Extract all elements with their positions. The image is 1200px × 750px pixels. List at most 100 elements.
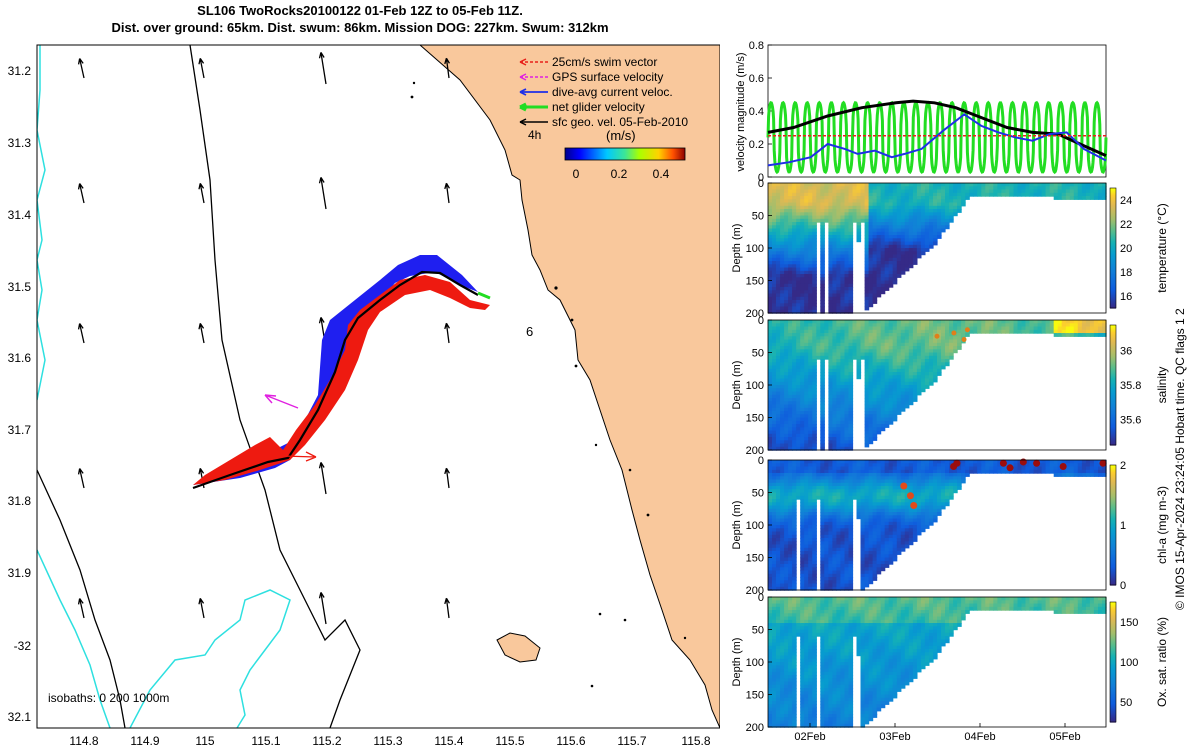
colorbar-tick: 16 bbox=[1120, 291, 1132, 303]
colorbar-tick: 2 bbox=[1120, 460, 1126, 472]
time-label: 4h bbox=[528, 128, 541, 142]
colorbar-tick: 50 bbox=[1120, 697, 1132, 709]
colorbar-tick: 36 bbox=[1120, 346, 1132, 358]
y-tick-label: 0 bbox=[758, 178, 764, 190]
chl-hotspot bbox=[1019, 458, 1027, 466]
salinity-hotspot bbox=[934, 333, 940, 339]
colorbar-tick: 24 bbox=[1120, 195, 1132, 207]
salinity-section: 0 50 100 150 200 Depth (m) 35.6 35.8 36 salinity bbox=[731, 315, 1169, 457]
x-tick-label: 115.7 bbox=[617, 734, 646, 748]
y-tick-label: 100 bbox=[746, 520, 764, 532]
y-tick-label: 0 bbox=[758, 592, 764, 604]
x-tick-label: 114.9 bbox=[130, 734, 159, 748]
x-tick-label: 115.3 bbox=[373, 734, 402, 748]
y-axis-label: Depth (m) bbox=[731, 361, 743, 410]
y-tick-label: 31.2 bbox=[8, 64, 32, 78]
imos-credit: © IMOS 15-Apr-2024 23:24:05 Hobart time.… bbox=[1173, 308, 1187, 610]
y-tick-label: 31.7 bbox=[8, 423, 32, 437]
chl-hotspot bbox=[999, 459, 1007, 467]
y-tick-label: 0.2 bbox=[749, 139, 764, 151]
colorbar-tick: 22 bbox=[1120, 219, 1132, 231]
x-tick-label: 115.8 bbox=[681, 734, 710, 748]
chl-hotspot bbox=[1033, 459, 1041, 467]
y-tick-label: 31.8 bbox=[8, 494, 32, 508]
colorbar-tick: 20 bbox=[1120, 243, 1132, 255]
y-tick-label: 0 bbox=[758, 315, 764, 327]
temperature-section: 0 50 100 150 200 Depth (m) 16 18 20 22 24 temperatu… bbox=[731, 178, 1169, 320]
y-tick-label: -32 bbox=[14, 639, 32, 653]
time-axis: 02Feb 03Feb 04Feb 05Feb bbox=[794, 731, 1080, 743]
legend-label: 25cm/s swim vector bbox=[552, 55, 657, 69]
x-tick-label: 115.6 bbox=[556, 734, 585, 748]
x-tick-label: 115.1 bbox=[251, 734, 280, 748]
y-tick-label: 100 bbox=[746, 243, 764, 255]
series-line-0 bbox=[767, 99, 1107, 157]
y-tick-label: 150 bbox=[746, 413, 764, 425]
chl-hotspot bbox=[950, 463, 958, 470]
y-tick-label: 200 bbox=[746, 585, 764, 597]
x-tick-label: 115 bbox=[195, 734, 214, 748]
colorbar-tick: 0.4 bbox=[653, 167, 670, 181]
colorbar-tick: 18 bbox=[1120, 267, 1132, 279]
y-tick-label: 31.4 bbox=[8, 208, 32, 222]
chl-hotspot bbox=[906, 492, 914, 500]
chl-hotspot bbox=[1006, 464, 1014, 472]
y-axis-label: velocity magnitude (m/s) bbox=[735, 52, 747, 171]
colorbar-tick: 100 bbox=[1120, 657, 1138, 669]
map-plot: 25cm/s swim vector GPS surface velocity … bbox=[8, 44, 720, 748]
x-tick-label: 114.8 bbox=[69, 734, 98, 748]
colorbar-tick: 150 bbox=[1120, 617, 1138, 629]
y-tick-label: 50 bbox=[752, 625, 764, 637]
chl-hotspot bbox=[910, 502, 918, 509]
y-tick-label: 0.4 bbox=[749, 106, 764, 118]
y-tick-label: 200 bbox=[746, 308, 764, 320]
y-tick-label: 31.6 bbox=[8, 351, 32, 365]
y-tick-label: 0.8 bbox=[749, 40, 764, 52]
chl-hotspot bbox=[1099, 459, 1107, 467]
y-tick-label: 50 bbox=[752, 211, 764, 223]
y-tick-label: 200 bbox=[746, 722, 764, 734]
salinity-hotspot bbox=[951, 330, 957, 336]
chl-hotspot bbox=[953, 459, 961, 467]
chlorophyll-section: 0 50 100 150 200 Depth (m) 0 1 2 chl-a (mg m-3) bbox=[731, 455, 1169, 597]
colorbar-label: chl-a (mg m-3) bbox=[1155, 486, 1169, 564]
colorbar-tick: 0 bbox=[573, 167, 580, 181]
colorbar-tick: 35.6 bbox=[1120, 414, 1141, 426]
y-tick-label: 32.1 bbox=[8, 710, 32, 724]
y-axis-label: Depth (m) bbox=[731, 638, 743, 687]
legend-label: net glider velocity bbox=[552, 100, 645, 114]
y-tick-label: 150 bbox=[746, 553, 764, 565]
x-tick-label: 02Feb bbox=[794, 731, 825, 743]
y-tick-label: 31.9 bbox=[8, 566, 32, 580]
chl-hotspot bbox=[900, 482, 908, 490]
x-tick-label: 05Feb bbox=[1049, 731, 1080, 743]
x-tick-label: 115.4 bbox=[434, 734, 463, 748]
speed-colorbar bbox=[565, 148, 685, 160]
y-tick-label: 31.3 bbox=[8, 136, 32, 150]
colorbar-label: Ox. sat. ratio (%) bbox=[1155, 617, 1169, 707]
y-tick-label: 31.5 bbox=[8, 280, 32, 294]
x-tick-label: 04Feb bbox=[964, 731, 995, 743]
legend-label: sfc geo. vel. 05-Feb-2010 bbox=[552, 115, 688, 129]
legend-label: dive-avg current veloc. bbox=[552, 85, 673, 99]
y-axis-label: Depth (m) bbox=[731, 224, 743, 273]
colorbar-tick: 0.2 bbox=[611, 167, 628, 181]
series-line-1 bbox=[767, 113, 1107, 167]
y-tick-label: 0 bbox=[758, 455, 764, 467]
y-tick-label: 150 bbox=[746, 690, 764, 702]
colorbar-tick: 0 bbox=[1120, 580, 1126, 592]
y-axis-label: Depth (m) bbox=[731, 501, 743, 550]
x-tick-label: 115.2 bbox=[312, 734, 341, 748]
y-tick-label: 50 bbox=[752, 488, 764, 500]
salinity-hotspot bbox=[964, 327, 970, 333]
station-label: 6 bbox=[526, 324, 533, 339]
colorbar-tick: 35.8 bbox=[1120, 380, 1141, 392]
y-tick-label: 100 bbox=[746, 657, 764, 669]
x-tick-label: 03Feb bbox=[879, 731, 910, 743]
net-glider-velocity-line bbox=[766, 100, 1108, 175]
colorbar-label: temperature (°C) bbox=[1155, 203, 1169, 293]
x-tick-label: 115.5 bbox=[495, 734, 524, 748]
isobath-legend: isobaths: 0 200 1000m bbox=[48, 691, 169, 705]
y-tick-label: 100 bbox=[746, 380, 764, 392]
y-tick-label: 200 bbox=[746, 445, 764, 457]
